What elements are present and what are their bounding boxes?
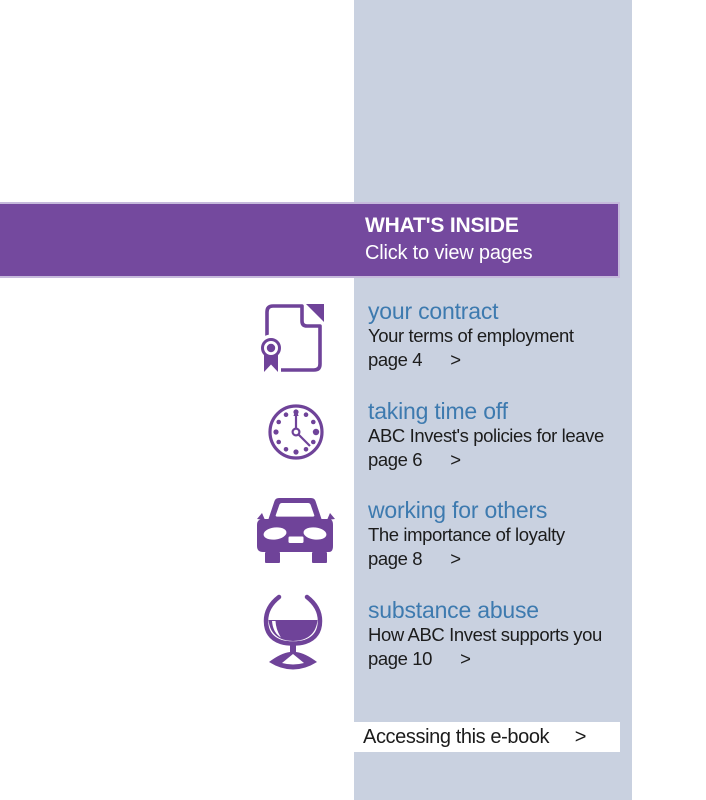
item-title[interactable]: taking time off: [368, 398, 508, 424]
item-title[interactable]: your contract: [368, 298, 499, 324]
toc-item-working-for-others[interactable]: working for others The importance of loy…: [0, 497, 706, 593]
item-page-link[interactable]: page 10 >: [368, 647, 602, 671]
chevron-right-icon[interactable]: >: [450, 548, 461, 569]
header-subtitle: Click to view pages: [365, 242, 533, 264]
item-description: Your terms of employment: [368, 325, 574, 346]
page-label: page 10: [368, 648, 433, 669]
page-label: page 4: [368, 349, 423, 370]
header-title: WHAT'S INSIDE: [365, 214, 519, 237]
page-label: page 6: [368, 449, 423, 470]
toc-item-substance-abuse[interactable]: substance abuse How ABC Invest supports …: [0, 594, 706, 693]
right-background-band: [354, 0, 632, 800]
car-icon[interactable]: [255, 497, 337, 565]
item-title[interactable]: substance abuse: [368, 597, 539, 623]
clock-icon[interactable]: [266, 402, 326, 462]
item-page-link[interactable]: page 6 >: [368, 448, 604, 472]
footer-label: Accessing this e-book: [363, 725, 550, 748]
item-page-link[interactable]: page 4 >: [368, 348, 574, 372]
certificate-document-icon[interactable]: [250, 300, 326, 378]
chevron-right-icon[interactable]: >: [460, 648, 471, 669]
item-description: ABC Invest's policies for leave: [368, 425, 604, 446]
header-text: WHAT'S INSIDE Click to view pages: [365, 212, 533, 266]
item-description: The importance of loyalty: [368, 524, 565, 545]
item-description: How ABC Invest supports you: [368, 624, 602, 645]
brandy-glass-icon[interactable]: [261, 594, 325, 674]
whats-inside-header: WHAT'S INSIDE Click to view pages: [0, 202, 620, 278]
chevron-right-icon[interactable]: >: [450, 449, 461, 470]
item-page-link[interactable]: page 8 >: [368, 547, 565, 571]
item-title[interactable]: working for others: [368, 497, 548, 523]
chevron-right-icon[interactable]: >: [450, 349, 461, 370]
toc-item-taking-time-off[interactable]: taking time off ABC Invest's policies fo…: [0, 398, 706, 494]
toc-item-your-contract[interactable]: your contract Your terms of employment p…: [0, 298, 706, 394]
chevron-right-icon[interactable]: >: [574, 725, 587, 748]
page-label: page 8: [368, 548, 423, 569]
accessing-ebook-button[interactable]: Accessing this e-book >: [354, 722, 620, 752]
